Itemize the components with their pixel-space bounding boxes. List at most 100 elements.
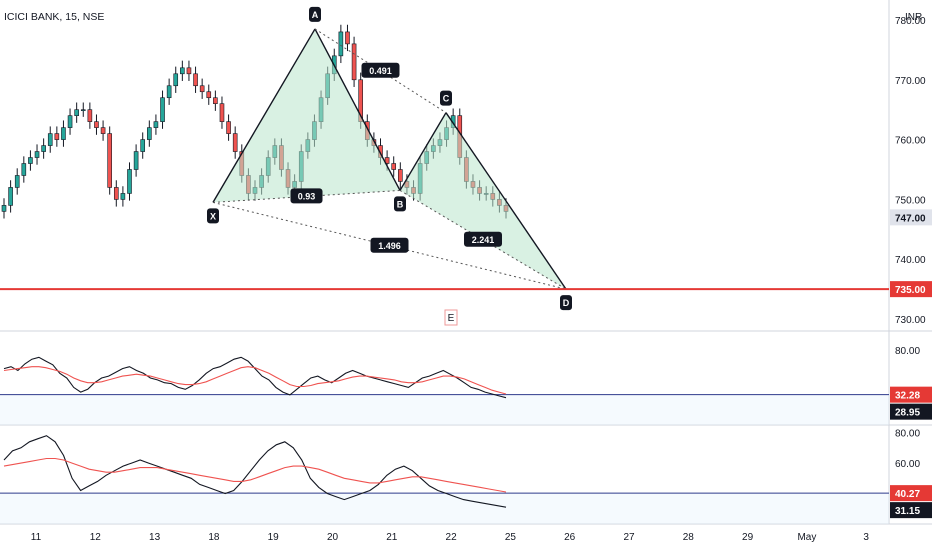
time-axis[interactable]: 11 12 13 18 19 20 21 22 25 26 27 28 29 May 3	[31, 532, 870, 543]
current-price-tag	[890, 209, 932, 226]
oscillator-current-tag	[890, 403, 932, 420]
candle-body	[113, 187, 119, 200]
candle-body	[21, 163, 27, 176]
ratio-label: 1.496	[378, 241, 401, 251]
harmonic-ratio-line	[314, 28, 447, 114]
harmonic-triangle-bcd	[400, 112, 566, 290]
harmonic-leg	[314, 28, 401, 191]
time-tick-label: 27	[623, 532, 635, 543]
event-marker-label: E	[448, 313, 455, 324]
point-badge	[394, 196, 406, 212]
candle-body	[1, 205, 7, 212]
time-tick-label: May	[797, 532, 816, 543]
candle-body	[120, 193, 126, 200]
target-level-label: 735.00	[895, 285, 926, 296]
price-tick-label: 770.00	[895, 76, 926, 87]
candle-body	[180, 67, 185, 75]
oscillator-current-label: 31.15	[895, 506, 920, 517]
oscillator-zone	[0, 394, 889, 425]
time-tick-label: 29	[742, 532, 754, 543]
candle-body	[74, 109, 79, 116]
candle-body	[206, 91, 212, 99]
time-tick-label: 28	[683, 532, 695, 543]
oscillator-level-label: 32.28	[895, 391, 920, 402]
time-tick-label: 25	[505, 532, 517, 543]
candle-body	[100, 127, 106, 134]
oscillator-current-label: 28.95	[895, 408, 920, 419]
price-tick-label: 780.00	[895, 16, 926, 27]
oscillator-series-line	[3, 457, 507, 493]
oscillator-series-line	[3, 356, 507, 399]
event-marker-box	[444, 309, 458, 326]
oscillator-level-tag	[890, 485, 932, 502]
candle-body	[47, 133, 53, 146]
point-badge	[207, 208, 219, 224]
price-tick-label: 750.00	[895, 195, 926, 206]
harmonic-leg	[445, 112, 567, 290]
ratio-label: 2.241	[472, 235, 495, 245]
point-label: D	[563, 298, 570, 308]
candle-body	[232, 133, 238, 152]
candle-body	[345, 31, 350, 45]
candle-body	[226, 121, 231, 134]
time-tick-label: 11	[31, 532, 42, 543]
harmonic-leg	[399, 112, 447, 191]
ratio-badge	[370, 237, 409, 253]
price-pane[interactable]: 730.00 740.00 750.00 760.00 770.00 780.00 0.49…	[0, 6, 932, 326]
candle-body	[153, 121, 159, 128]
candle-body	[94, 121, 99, 128]
oscillator-series-line	[3, 366, 507, 395]
candle-body	[398, 169, 403, 182]
time-tick-label: 22	[446, 532, 458, 543]
candle-body	[391, 163, 397, 170]
candle-body	[34, 151, 40, 158]
harmonic-ratio-line	[212, 189, 401, 203]
candle-body	[87, 109, 93, 122]
point-label: C	[443, 94, 450, 104]
candle-body	[166, 85, 172, 99]
oscillator-level-label: 40.27	[895, 489, 920, 500]
time-tick-label: 3	[863, 532, 869, 543]
oscillator-level-tag	[890, 386, 932, 403]
harmonic-triangle-xab	[213, 28, 400, 203]
ratio-label: 0.93	[298, 191, 316, 201]
point-label: X	[210, 211, 216, 221]
candle-body	[351, 43, 357, 81]
oscillator-2-pane[interactable]: 80.00 60.00 40.27 31.15	[0, 429, 932, 524]
oscillator-1-pane[interactable]: 80.00 32.28 28.95	[0, 346, 932, 425]
time-tick-label: 19	[268, 532, 280, 543]
candle-body	[61, 127, 66, 140]
oscillator-tick-label: 60.00	[895, 459, 920, 470]
point-badge	[560, 295, 572, 311]
oscillator-series-line	[3, 435, 507, 508]
currency-label: INR	[905, 12, 922, 23]
ratio-badge	[290, 188, 323, 204]
point-badge	[309, 6, 321, 22]
oscillator-tick-label: 80.00	[895, 346, 920, 357]
harmonic-leg	[212, 28, 316, 203]
oscillator-current-tag	[890, 502, 932, 519]
candle-body	[67, 115, 73, 128]
candle-body	[384, 157, 390, 164]
candle-body	[133, 151, 139, 170]
oscillator-tick-label: 80.00	[895, 429, 920, 440]
ratio-label: 0.491	[369, 66, 392, 76]
time-tick-label: 18	[208, 532, 220, 543]
price-tick-label: 740.00	[895, 255, 926, 266]
candle-body	[219, 103, 225, 122]
current-price-label: 747.00	[895, 213, 926, 224]
price-tick-label: 730.00	[895, 315, 926, 326]
candle-body	[140, 139, 146, 152]
ratio-badge	[464, 231, 502, 247]
time-tick-label: 21	[386, 532, 398, 543]
candle-body	[160, 97, 165, 122]
ratio-badge	[361, 62, 400, 78]
time-tick-label: 13	[149, 532, 161, 543]
candle-body	[173, 73, 179, 87]
price-tick-label: 760.00	[895, 136, 926, 147]
candle-body	[54, 133, 60, 140]
candle-body	[41, 145, 46, 152]
oscillator-zone	[0, 493, 889, 524]
candle-body	[199, 85, 205, 93]
